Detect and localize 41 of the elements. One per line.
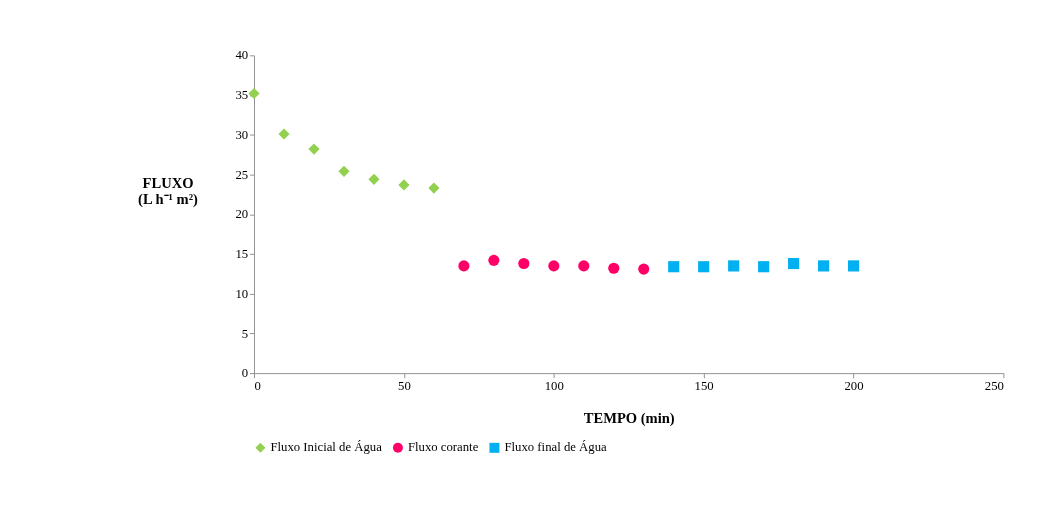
x-tick-label: 250 [984, 379, 1004, 394]
point [758, 261, 770, 273]
legend-label: Fluxo Inicial de Água [270, 440, 383, 455]
x-axis-title: TEMPO (min) [583, 409, 675, 427]
y-tick-label: 10 [235, 286, 249, 301]
legend-label: Fluxo corante [407, 440, 479, 455]
point [308, 143, 320, 155]
point [458, 260, 470, 272]
point [248, 87, 260, 100]
point [488, 254, 500, 266]
y-tick-label: 20 [235, 207, 249, 222]
y-tick-label: 15 [235, 247, 249, 262]
y-tick-label: 30 [235, 127, 249, 142]
y-tick-label: 35 [235, 88, 249, 103]
y-tick-label: 5 [241, 326, 249, 341]
x-tick-label: 200 [844, 379, 864, 394]
point [608, 262, 620, 274]
point [638, 263, 650, 275]
point [698, 261, 710, 273]
point [848, 260, 860, 272]
point [668, 261, 680, 273]
point [368, 173, 380, 185]
legend-label: Fluxo final de Água [504, 440, 608, 455]
point [428, 182, 440, 194]
y-tick-label: 40 [235, 48, 249, 63]
point [788, 257, 800, 270]
x-tick-label: 50 [398, 379, 411, 394]
point [398, 179, 410, 191]
point [548, 260, 560, 272]
point [578, 260, 590, 272]
point [278, 128, 290, 140]
point [518, 257, 530, 270]
y-axis-title: FLUXO (L h⁻¹ m²) [138, 174, 199, 209]
y-tick-label: 25 [235, 167, 249, 182]
x-tick-label: 0 [254, 379, 261, 394]
point [818, 260, 830, 272]
point [338, 165, 350, 177]
x-tick-label: 150 [694, 379, 714, 394]
point [728, 260, 740, 272]
x-tick-label: 100 [544, 379, 564, 394]
y-tick-label: 0 [241, 366, 249, 381]
